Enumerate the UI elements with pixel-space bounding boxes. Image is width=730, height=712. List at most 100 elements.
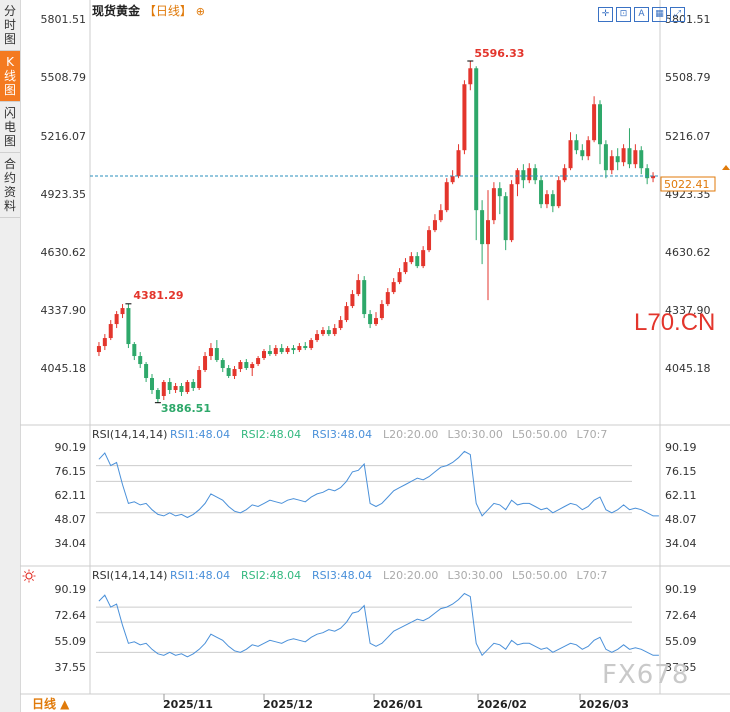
- candle-body: [468, 68, 473, 85]
- candle-body: [179, 386, 184, 393]
- y-tick-right: 4630.62: [665, 246, 711, 259]
- candle-body: [326, 330, 331, 335]
- candle-body: [503, 196, 508, 241]
- y-tick-left: 4045.18: [41, 362, 87, 375]
- candle-body: [208, 348, 213, 357]
- candle-body: [427, 230, 432, 251]
- candle-body: [350, 294, 355, 307]
- rsi-y-tick-left: 34.04: [55, 537, 87, 550]
- rsi-title: RSI(14,14,14): [92, 569, 167, 582]
- candle-body: [527, 168, 532, 181]
- candle-body: [521, 170, 526, 181]
- candle-body: [191, 382, 196, 389]
- candle-body: [285, 348, 290, 353]
- candle-body: [633, 150, 638, 165]
- candle-body: [338, 320, 343, 329]
- circle-plus-icon[interactable]: ⊕: [195, 5, 205, 18]
- rsi-legend-item: L50:50.00: [512, 569, 567, 582]
- candle-body: [238, 362, 243, 370]
- candle-body: [379, 304, 384, 319]
- candle-body: [155, 390, 160, 400]
- rsi-y-tick-left: 62.11: [55, 489, 87, 502]
- candle-body: [438, 210, 443, 221]
- rsi-y-tick-left: 55.09: [55, 635, 87, 648]
- left-tab-0[interactable]: 分时图: [0, 0, 20, 51]
- candle-body: [550, 194, 555, 207]
- current-price-box: [660, 176, 716, 192]
- candle-body: [598, 104, 602, 145]
- grid-icon[interactable]: ▦: [652, 7, 667, 22]
- candle-body: [167, 382, 172, 391]
- rsi-y-tick-left: 90.19: [55, 583, 87, 596]
- rsi-y-tick-left: 72.64: [55, 609, 87, 622]
- rsi-y-tick-right: 72.64: [665, 609, 697, 622]
- fullscreen-icon[interactable]: ⤢: [670, 7, 685, 22]
- candle-body: [226, 368, 231, 377]
- candle-body: [356, 280, 361, 295]
- price-arrow-icon: [722, 165, 730, 170]
- x-tick-label: 2026/03: [579, 698, 629, 711]
- candle-body: [102, 338, 107, 347]
- text-icon[interactable]: A: [634, 7, 649, 22]
- rsi-legend-item: RSI1:48.04: [170, 428, 230, 441]
- current-price-label: 5022.41: [664, 178, 710, 191]
- x-tick-label: 2026/02: [477, 698, 527, 711]
- y-tick-left: 5508.79: [41, 71, 87, 84]
- candle-body: [556, 180, 561, 207]
- candle-body: [203, 356, 208, 371]
- left-tab-3[interactable]: 合约资料: [0, 153, 20, 218]
- y-tick-right: 5801.51: [665, 13, 711, 26]
- candle-body: [450, 176, 455, 183]
- candle-body: [432, 220, 437, 231]
- candle-body: [126, 308, 131, 345]
- candle-body: [621, 148, 626, 163]
- rsi-y-tick-right: 90.19: [665, 583, 697, 596]
- candle-body: [533, 168, 538, 181]
- candle-body: [645, 168, 650, 179]
- candle-body: [491, 188, 496, 221]
- fit-icon[interactable]: ⊡: [616, 7, 631, 22]
- candle-body: [403, 262, 408, 273]
- candle-body: [368, 314, 373, 325]
- rsi-y-tick-right: 76.15: [665, 465, 697, 478]
- rsi-y-tick-right: 48.07: [665, 513, 697, 526]
- candle-body: [497, 188, 502, 197]
- candle-body: [232, 369, 237, 377]
- candle-body: [592, 104, 597, 141]
- candle-body: [185, 382, 190, 393]
- candle-body: [627, 148, 632, 165]
- high-annotation: 5596.33: [474, 47, 524, 60]
- candle-body: [609, 156, 614, 171]
- instrument-name: 现货黄金: [92, 4, 141, 18]
- candle-body: [303, 346, 308, 349]
- crosshair-icon[interactable]: ✛: [598, 7, 613, 22]
- y-tick-right: 5508.79: [665, 71, 711, 84]
- rsi-y-tick-left: 48.07: [55, 513, 87, 526]
- y-tick-right: 4045.18: [665, 362, 711, 375]
- candle-body: [279, 348, 284, 353]
- y-tick-left: 4337.90: [41, 304, 87, 317]
- candle-body: [320, 330, 325, 335]
- rsi-legend-item: L20:20.00: [383, 428, 438, 441]
- candle-body: [309, 340, 314, 349]
- candle-body: [385, 292, 390, 305]
- candle-body: [332, 328, 337, 335]
- candle-body: [486, 220, 490, 245]
- candle-body: [291, 348, 296, 351]
- candle-body: [114, 314, 119, 325]
- rsi-y-tick-right: 90.19: [665, 441, 697, 454]
- site-watermark: L70.CN: [634, 309, 716, 336]
- candle-body: [651, 175, 656, 179]
- y-tick-right: 5216.07: [665, 130, 711, 143]
- period-button[interactable]: 日线 ▲: [32, 697, 70, 711]
- candle-body: [568, 140, 573, 169]
- y-tick-left: 5801.51: [41, 13, 87, 26]
- candle-body: [580, 150, 585, 157]
- candle-body: [273, 348, 278, 355]
- left-tab-2[interactable]: 闪电图: [0, 102, 20, 153]
- candle-body: [462, 84, 467, 151]
- rsi-legend-item: L30:30.00: [448, 569, 503, 582]
